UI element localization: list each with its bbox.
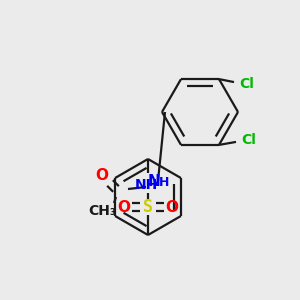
Text: NH: NH bbox=[134, 178, 158, 192]
Text: N: N bbox=[148, 173, 160, 188]
Text: Cl: Cl bbox=[241, 133, 256, 147]
Text: O: O bbox=[95, 167, 109, 182]
Text: O: O bbox=[118, 200, 130, 214]
Text: CH₃: CH₃ bbox=[88, 204, 116, 218]
Text: O: O bbox=[166, 200, 178, 214]
Text: S: S bbox=[143, 198, 153, 216]
Text: Cl: Cl bbox=[239, 77, 254, 91]
Text: H: H bbox=[159, 176, 169, 190]
